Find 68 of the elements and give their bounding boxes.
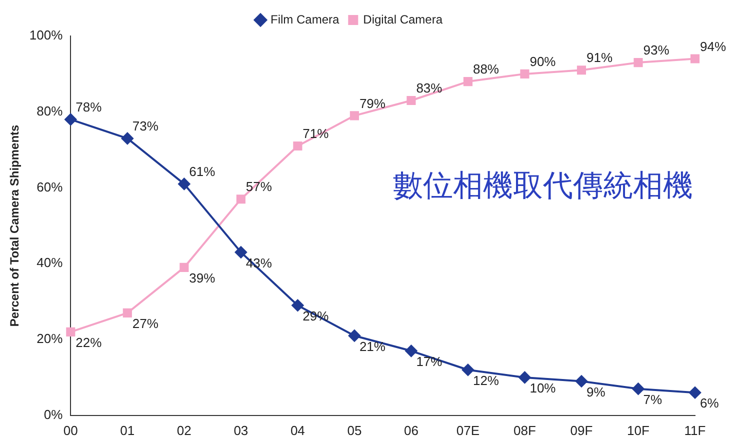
point [576,66,586,75]
data-label: 27% [132,316,159,332]
point [350,111,359,120]
point [348,330,360,342]
legend-label: Digital Camera [363,12,443,26]
x-tick-label: 04 [290,422,305,438]
data-label: 10% [530,380,556,396]
data-label: 90% [530,54,556,70]
point [575,375,588,388]
data-label: 39% [189,270,216,286]
x-tick-label: 09F [570,422,593,438]
point [64,113,77,126]
point [462,364,474,376]
point [463,76,472,86]
point [520,69,530,78]
x-tick-label: 02 [176,422,192,438]
x-tick-label: 07E [456,422,480,438]
point [406,96,416,106]
x-tick-label: 11F [684,422,706,438]
data-label: 94% [700,38,726,54]
y-axis-title: Percent of Total Camera Shipments [8,124,22,327]
x-tick-label: 00 [63,422,78,438]
point [518,371,531,384]
data-label: 12% [472,372,500,388]
data-label: 17% [416,354,443,369]
annotation: 數位相機取代傳統相機 [393,168,693,204]
y-tick-label: 0% [44,406,64,422]
point [632,382,644,395]
data-label: 83% [416,80,443,96]
point [234,246,247,258]
data-label: 91% [586,50,613,66]
data-label: 9% [586,384,606,400]
data-label: 79% [359,96,386,111]
data-label: 7% [643,392,662,407]
x-tick-label: 08F [514,422,536,438]
data-label: 71% [302,126,330,142]
y-tick-label: 60% [36,179,64,194]
x-tick-label: 05 [347,422,362,438]
point [292,299,304,312]
data-label: 93% [643,42,670,58]
y-tick-label: 40% [36,255,64,270]
point [689,386,701,399]
point [180,262,189,272]
legend-label: Film Camera [270,12,340,26]
data-label: 57% [246,179,272,194]
x-tick-label: 10F [627,422,650,438]
x-tick-label: 06 [404,422,418,438]
point [690,54,700,64]
point [634,58,643,68]
point [121,132,134,144]
point [405,344,418,357]
data-label: 73% [132,118,159,134]
x-tick-label: 01 [120,422,135,438]
y-tick-label: 80% [36,103,64,118]
y-tick-label: 20% [36,331,64,346]
data-label: 88% [472,62,500,77]
point [236,194,246,204]
data-label: 61% [189,164,216,180]
point [122,308,132,318]
point [66,327,76,336]
data-label: 21% [359,338,386,354]
y-tick-label: 100% [29,28,64,43]
data-label: 22% [76,335,102,350]
point [293,141,302,151]
point [178,178,190,190]
data-label: 6% [700,396,720,411]
x-tick-label: 03 [234,422,248,438]
data-label: 78% [76,100,102,115]
